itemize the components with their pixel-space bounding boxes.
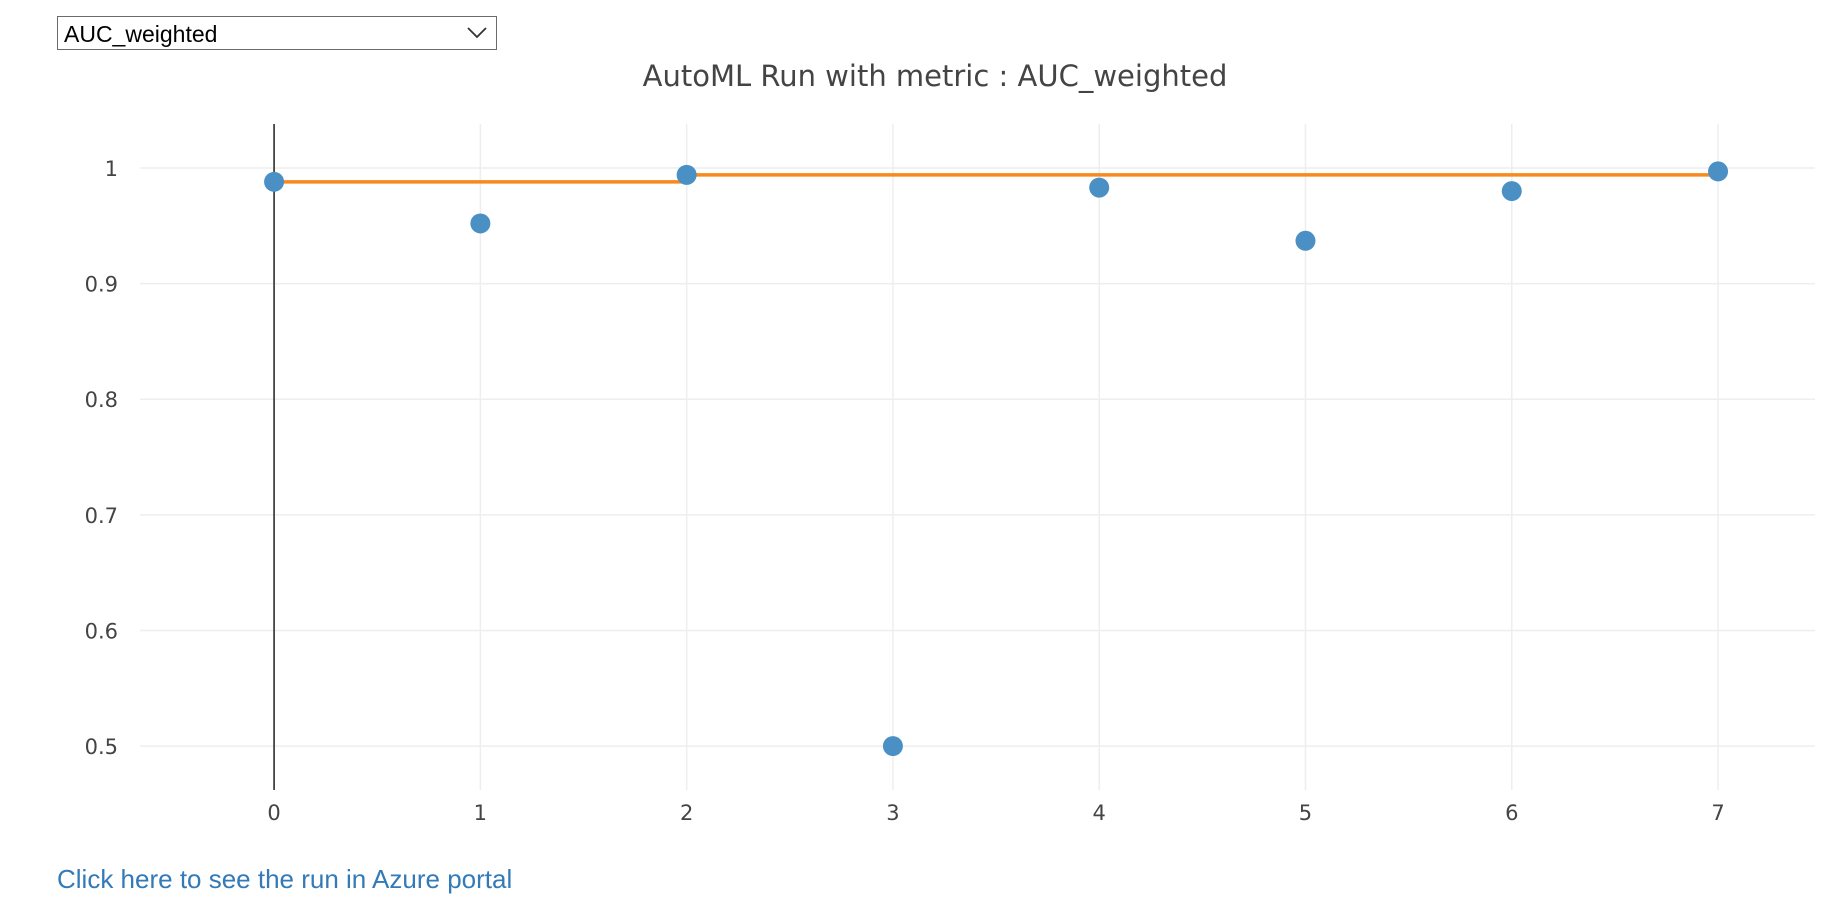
metric-dropdown-value: AUC_weighted [64,21,218,47]
run-metric-point[interactable] [1708,161,1729,182]
run-metric-point[interactable] [1089,177,1110,198]
x-tick-labels: 0 1 2 3 4 5 6 7 [267,801,1724,825]
azure-portal-link[interactable]: Click here to see the run in Azure porta… [57,864,513,894]
best-metric-step-line [274,171,1720,184]
y-tick-label: 0.7 [85,504,118,528]
run-metric-point[interactable] [1501,181,1522,202]
automl-metric-chart: AutoML Run with metric : AUC_weighted 0.… [85,59,1815,825]
y-tick-label: 0.5 [85,735,118,759]
x-tick-label: 6 [1505,801,1518,825]
y-tick-labels: 0.5 0.6 0.7 0.8 0.9 1 [85,157,118,759]
run-metric-point[interactable] [264,171,285,192]
y-tick-label: 0.6 [85,619,118,643]
x-tick-label: 0 [267,801,280,825]
x-tick-label: 1 [474,801,487,825]
x-tick-label: 5 [1299,801,1312,825]
x-tick-label: 4 [1093,801,1106,825]
run-metric-point[interactable] [676,164,697,185]
x-tick-label: 3 [886,801,899,825]
best-metric-line [274,171,1720,184]
chevron-down-icon [467,27,487,39]
y-tick-label: 1 [105,157,118,181]
y-tick-label: 0.9 [85,273,118,297]
run-metric-points [264,161,1729,757]
metric-dropdown[interactable]: AUC_weighted [57,16,497,50]
run-metric-point[interactable] [1295,230,1316,251]
x-tick-label: 7 [1711,801,1724,825]
x-tick-label: 2 [680,801,693,825]
chart-title: AutoML Run with metric : AUC_weighted [643,59,1228,93]
run-metric-point[interactable] [882,736,903,757]
grid-lines [140,124,1815,790]
y-tick-label: 0.8 [85,388,118,412]
run-metric-point[interactable] [470,213,491,234]
